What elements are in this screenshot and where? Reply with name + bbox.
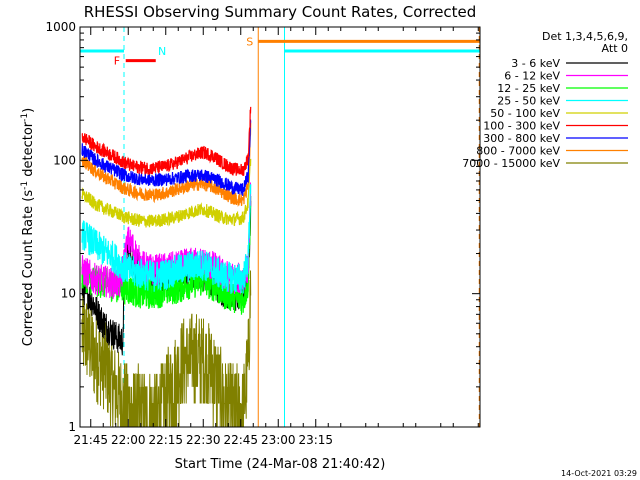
y-tick-label: 10 — [61, 287, 76, 301]
x-tick-label: 21:45 — [73, 433, 108, 447]
y-tick-label: 1 — [68, 420, 76, 434]
chart-title: RHESSI Observing Summary Count Rates, Co… — [84, 3, 477, 21]
legend-label: 800 - 7000 keV — [476, 145, 560, 158]
y-axis-label-sup2: -1 — [20, 113, 30, 122]
legend-title-1: Det 1,3,4,5,6,9, — [542, 30, 628, 43]
legend-label: 7000 - 15000 keV — [462, 157, 560, 170]
legend-label: 300 - 800 keV — [483, 132, 560, 145]
legend-label: 6 - 12 keV — [504, 70, 560, 83]
x-tick-label: 23:00 — [261, 433, 296, 447]
y-axis-label-sup1: -1 — [20, 181, 30, 190]
flag-label: F — [114, 55, 120, 68]
axes-layer: 1 10 100 1000 21:45 22:00 22:15 22:30 22:45 23:00… — [45, 20, 480, 447]
series-line — [81, 184, 252, 294]
legend-label: 3 - 6 keV — [511, 57, 560, 70]
y-axis-label: Corrected Count Rate (s-1 detector-1) — [20, 108, 36, 346]
legend-label: 25 - 50 keV — [497, 95, 560, 108]
x-tick-label: 22:15 — [148, 433, 183, 447]
y-tick-label: 1000 — [45, 20, 76, 34]
series-line — [81, 270, 252, 428]
x-tick-label: 23:15 — [298, 433, 333, 447]
x-tick-label: 22:45 — [223, 433, 258, 447]
data-layer: N F S — [80, 27, 480, 428]
timestamp: 14-Oct-2021 03:29 — [561, 469, 637, 478]
x-axis-label: Start Time (24-Mar-08 21:40:42) — [175, 457, 386, 472]
flag-label: S — [246, 35, 253, 48]
x-tick-label: 22:30 — [186, 433, 221, 447]
x-tick-label: 22:00 — [111, 433, 146, 447]
flag-label: N — [158, 45, 166, 58]
legend-label: 12 - 25 keV — [497, 82, 560, 95]
series-line — [81, 158, 252, 228]
y-axis-label-part2: detector — [21, 121, 36, 181]
legend-label: 50 - 100 keV — [490, 107, 560, 120]
plot-frame — [79, 26, 481, 428]
legend-label: 100 - 300 keV — [483, 120, 560, 133]
legend-title-2: Att 0 — [602, 42, 628, 55]
y-axis-label-part3: ) — [21, 108, 36, 113]
series-line — [81, 122, 252, 208]
series-line — [81, 106, 252, 177]
y-tick-label: 100 — [53, 153, 76, 167]
y-axis-label-part1: Corrected Count Rate (s — [21, 190, 36, 347]
series-line — [81, 119, 252, 196]
